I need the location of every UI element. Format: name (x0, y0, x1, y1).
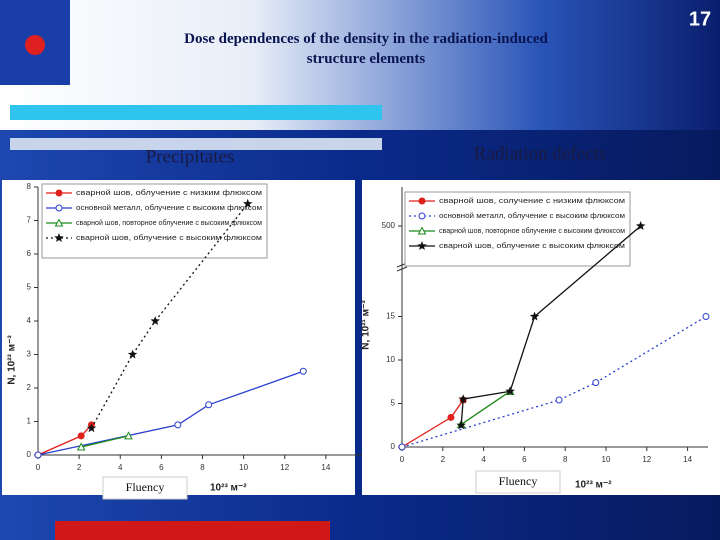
legend-label: основной металл, облучение с высоким флю… (76, 203, 262, 212)
x-tick-label: 2 (441, 455, 446, 464)
x-tick-label: 14 (321, 463, 330, 472)
y-tick-label: 1 (27, 417, 32, 426)
legend (404, 191, 631, 267)
data-point (592, 379, 600, 387)
x-tick-label: 10 (602, 455, 611, 464)
x-tick-label: 6 (522, 455, 527, 464)
y-tick-label: 5 (27, 283, 32, 292)
legend-label: сварной шов, солучение с низким флюксом (439, 196, 625, 205)
data-point (529, 311, 540, 321)
slide-title: Dose dependences of the density in the r… (184, 31, 548, 67)
data-line (81, 435, 129, 448)
legend-label: сварной шов, облучение с низким флюксом (76, 188, 262, 197)
data-point (127, 349, 138, 359)
data-point (243, 198, 253, 208)
data-line (460, 390, 511, 425)
data-point (86, 423, 97, 433)
page-number: 17 (689, 8, 711, 30)
legend (41, 183, 268, 259)
x-tick-label: 0 (36, 463, 41, 472)
x-axis-label: Fluency (499, 474, 538, 488)
data-point (124, 431, 133, 440)
y-tick-label: 8 (27, 182, 32, 191)
x-axis-label: Fluency (126, 480, 165, 494)
chart-title: Precipitates (146, 146, 235, 167)
legend-label: сварной шов, облучение с высоким флюксом (76, 233, 262, 242)
x-tick-label: 12 (280, 463, 289, 472)
y-tick-label: 3 (27, 350, 32, 359)
y-tick-label: 2 (27, 383, 32, 392)
y-tick-label: 10 (386, 355, 395, 364)
data-point (702, 313, 710, 320)
y-tick-label: 5 (391, 399, 396, 408)
x-tick-label: 10 (239, 463, 248, 472)
data-point (76, 442, 86, 451)
data-point (635, 221, 646, 230)
x-tick-label: 4 (481, 455, 486, 464)
y-tick-label: 7 (27, 216, 32, 225)
accent-bar (10, 105, 382, 120)
data-point (418, 212, 426, 220)
legend-label: сварной шов, облучение с высоким флюксом (439, 241, 625, 250)
data-point (398, 443, 406, 451)
data-point (555, 396, 563, 404)
x-tick-label: 8 (563, 455, 568, 464)
data-point (54, 218, 64, 227)
data-point (34, 451, 42, 459)
x-tick-label: 8 (200, 463, 205, 472)
data-point (299, 367, 307, 375)
x-tick-label: 6 (159, 463, 164, 472)
data-point (417, 226, 427, 235)
data-line (37, 370, 304, 456)
y-tick-label: 0 (27, 450, 32, 459)
x-tick-label: 14 (683, 455, 692, 464)
chart-title: Radiation defects (474, 143, 606, 164)
data-point (77, 432, 85, 440)
data-point (55, 204, 63, 212)
y-tick-label: 4 (27, 316, 32, 325)
data-point (417, 241, 427, 250)
accent-bar (55, 521, 330, 540)
y-axis-label: N, 10²¹ м⁻³ (361, 300, 372, 350)
data-point (505, 386, 515, 396)
accent-bar (10, 138, 382, 150)
x-axis-unit: 10²³ м⁻² (575, 480, 612, 491)
x-label-box (475, 470, 561, 494)
data-point (205, 401, 213, 409)
data-point (174, 421, 182, 429)
legend-label: основной металл, облучение с высоким флю… (439, 211, 625, 220)
logo-dot (25, 35, 45, 55)
y-axis-label: N, 10²³ м⁻³ (7, 335, 18, 385)
legend-label: сварной шов, повторное облучение с высок… (76, 218, 262, 227)
data-point (54, 233, 64, 242)
y-tick-label: 6 (27, 249, 32, 258)
legend-label: сварной шов, повторное облучение с высок… (439, 226, 625, 235)
y-tick-label: 500 (382, 221, 396, 230)
y-tick-label: 15 (386, 312, 395, 321)
x-tick-label: 12 (642, 455, 651, 464)
x-axis-unit: 10²³ м⁻² (210, 483, 247, 494)
data-point (458, 394, 468, 404)
data-point (418, 197, 426, 205)
x-tick-label: 2 (77, 463, 82, 472)
data-point (447, 413, 455, 421)
x-tick-label: 4 (118, 463, 123, 472)
x-label-box (102, 476, 188, 500)
y-tick-label: 0 (391, 442, 396, 451)
x-tick-label: 0 (400, 455, 405, 464)
data-point (456, 420, 466, 430)
data-line (401, 315, 707, 448)
data-point (55, 189, 63, 197)
data-point (150, 316, 160, 325)
